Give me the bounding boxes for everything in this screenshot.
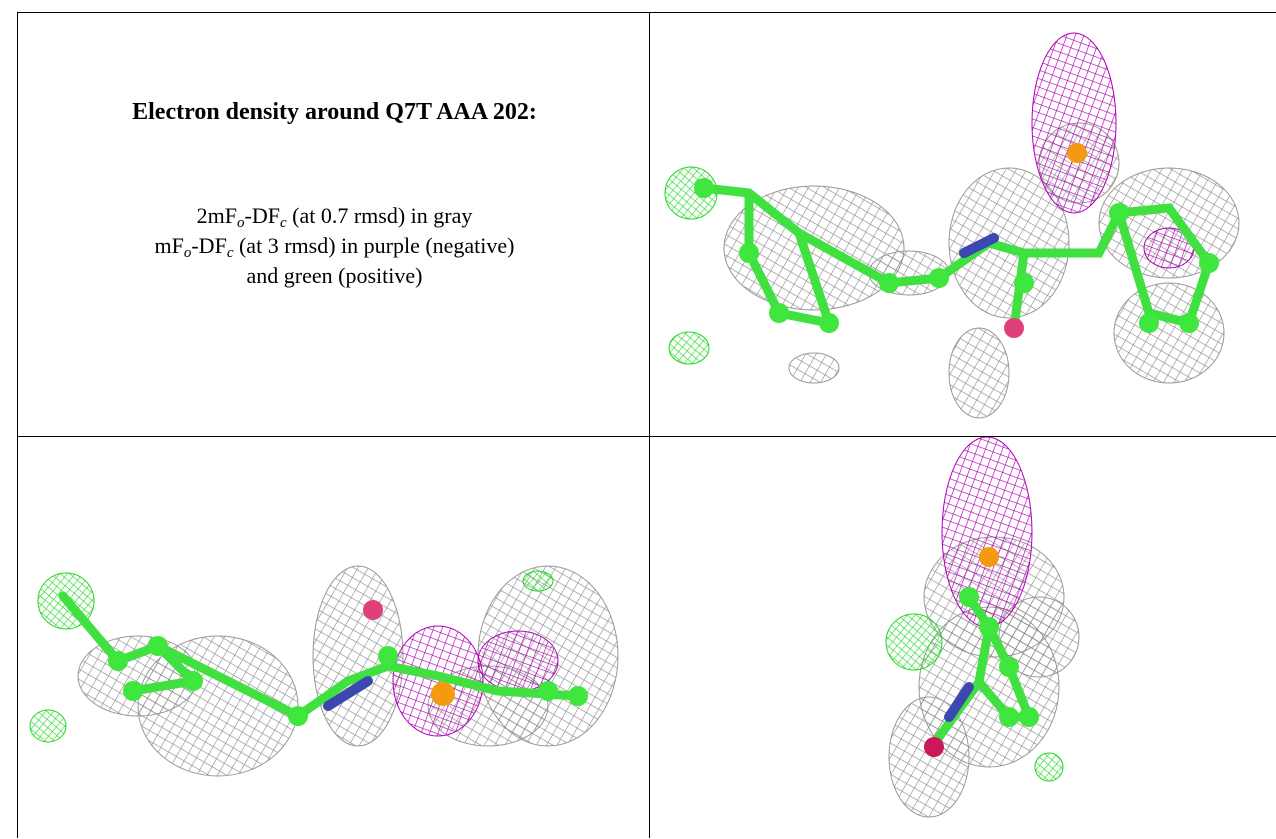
molecule-image	[18, 436, 651, 838]
text: -DF	[191, 233, 226, 258]
molecule-image	[649, 13, 1276, 438]
atom-s	[431, 682, 455, 706]
text: mF	[155, 233, 184, 258]
mesh-purple	[942, 437, 1032, 627]
density-view	[649, 12, 1276, 437]
text: (at 0.7 rmsd) in gray	[287, 203, 473, 228]
text: 2mF	[197, 203, 237, 228]
text: (at 3 rmsd) in purple (negative)	[233, 233, 514, 258]
caption-line: mFo-DFc (at 3 rmsd) in purple (negative)	[18, 233, 651, 259]
atom-s	[979, 547, 999, 567]
subscript: c	[280, 215, 287, 231]
atom-o	[1004, 318, 1024, 338]
text: and green (positive)	[247, 263, 423, 288]
caption-cell: Electron density around Q7T AAA 202: 2mF…	[17, 12, 650, 437]
molecule-image	[649, 437, 1276, 839]
mesh-green	[665, 167, 717, 364]
atom-o	[924, 737, 944, 757]
density-view	[17, 436, 650, 838]
atom-o	[363, 600, 383, 620]
mesh-gray	[724, 123, 1239, 418]
caption-line: and green (positive)	[18, 263, 651, 289]
caption-line: 2mFo-DFc (at 0.7 rmsd) in gray	[18, 203, 651, 229]
caption-title: Electron density around Q7T AAA 202:	[18, 99, 651, 126]
text: -DF	[245, 203, 280, 228]
density-view	[649, 436, 1276, 838]
subscript: o	[237, 215, 245, 231]
page: Electron density around Q7T AAA 202: 2mF…	[0, 0, 1276, 838]
atom-s	[1067, 143, 1087, 163]
